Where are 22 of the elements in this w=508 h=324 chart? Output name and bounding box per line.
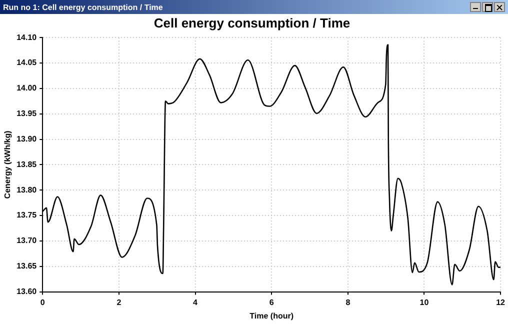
y-tick-label: 13.95 <box>16 109 38 118</box>
x-tick-label: 2 <box>116 298 122 307</box>
y-tick-label: 14.10 <box>16 32 38 42</box>
chart-title: Cell energy consumption / Time <box>154 15 350 30</box>
y-tick-label: 13.60 <box>16 287 38 296</box>
x-tick-label: 8 <box>346 298 351 307</box>
y-axis-title: Cenergy (kWh/kg) <box>3 130 12 199</box>
y-tick-label: 13.90 <box>16 134 38 144</box>
y-tick-label: 13.80 <box>16 185 38 194</box>
y-tick-label: 14.05 <box>16 58 38 68</box>
x-tick-label: 12 <box>496 298 506 307</box>
x-tick-label: 4 <box>193 298 198 307</box>
x-axis-title: Time (hour) <box>250 311 294 320</box>
x-tick-label: 6 <box>269 298 274 307</box>
x-tick-label: 10 <box>420 298 430 307</box>
y-tick-label: 14.00 <box>16 84 38 93</box>
text: Run no 1: Cell energy consumption / Time <box>3 2 163 12</box>
y-tick-label: 13.65 <box>16 262 38 271</box>
y-tick-label: 13.70 <box>16 236 38 246</box>
y-tick-label: 13.75 <box>16 210 38 220</box>
x-tick-label: 0 <box>40 298 46 307</box>
y-tick-label: 13.85 <box>16 160 38 169</box>
